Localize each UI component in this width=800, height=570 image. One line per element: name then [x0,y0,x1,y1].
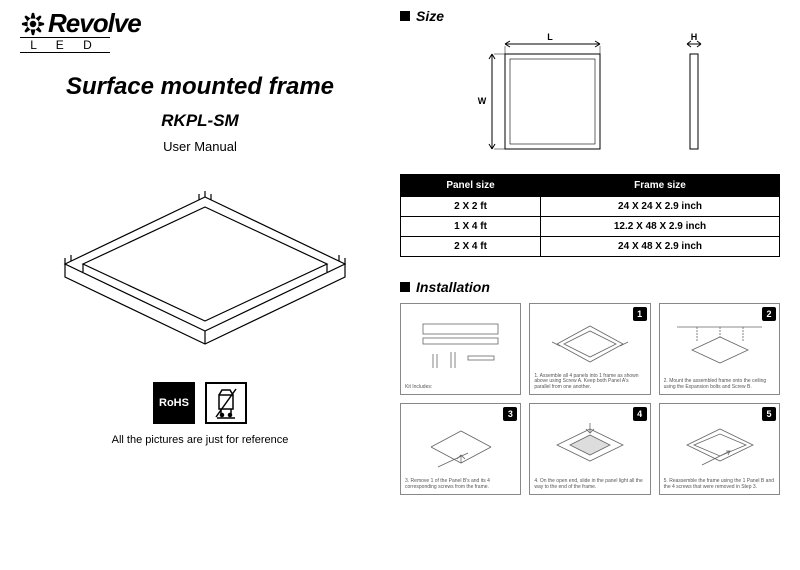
right-column: Size L W [400,0,800,570]
step-number: 4 [633,407,647,421]
logo-brand: Revolve [48,8,141,39]
size-label: Size [416,8,444,24]
step-number: 2 [762,307,776,321]
size-diagram: L W H [400,32,780,162]
step-figure [534,308,645,372]
installation-section-header: Installation [400,279,780,295]
step-caption: 5. Reassemble the frame using the 1 Pane… [664,479,775,490]
step-figure [534,408,645,477]
step-caption: 4. On the open end, slide in the panel l… [534,479,645,490]
table-row: 1 X 4 ft 12.2 X 48 X 2.9 inch [401,217,780,237]
installation-label: Installation [416,279,490,295]
step-caption: 3. Remove 1 of the Panel B's and its 4 c… [405,479,516,490]
table-row: 2 X 4 ft 24 X 48 X 2.9 inch [401,237,780,257]
rohs-badge: RoHS [153,382,195,424]
install-step: 4 4. On the open end, slide in the panel… [529,403,650,495]
disclaimer-note: All the pictures are just for reference [20,434,380,446]
logo-sub: L E D [20,37,110,53]
step-figure [405,408,516,477]
install-step: 2 2. Mount the assembled frame onto the … [659,303,780,395]
size-table: Panel size Frame size 2 X 2 ft 24 X 24 X… [400,174,780,257]
bullet-box-icon [400,11,410,21]
compliance-badges: RoHS [20,382,380,424]
dim-H: H [691,32,698,42]
install-step: 3 3. Remove 1 of the Panel B's and its 4… [400,403,521,495]
table-row: 2 X 2 ft 24 X 24 X 2.9 inch [401,197,780,217]
step-number: 1 [633,307,647,321]
isometric-drawing [20,169,380,364]
size-section-header: Size [400,8,780,24]
table-header-frame: Frame size [541,175,780,197]
logo-block: Revolve L E D [20,8,380,53]
manual-label: User Manual [20,139,380,154]
sun-icon [20,11,46,37]
weee-badge [205,382,247,424]
step-number: 3 [503,407,517,421]
installation-grid: Kit Includes: 1 1. Assemble all 4 panels… [400,303,780,495]
install-step: 1 1. Assemble all 4 panels into 1 frame … [529,303,650,395]
title-block: Surface mounted frame RKPL-SM User Manua… [20,73,380,169]
step-figure [664,408,775,477]
dim-W: W [478,96,487,106]
step-caption: 1. Assemble all 4 panels into 1 frame as… [534,374,645,391]
step-number: 5 [762,407,776,421]
step-figure [405,308,516,383]
dim-L: L [547,32,553,42]
install-step: Kit Includes: [400,303,521,395]
bullet-box-icon [400,282,410,292]
step-caption: 2. Mount the assembled frame onto the ce… [664,379,775,390]
table-header-panel: Panel size [401,175,541,197]
left-column: Revolve L E D Surface mounted frame RKPL… [0,0,400,570]
install-step: 5 5. Reassemble the frame using the 1 Pa… [659,403,780,495]
step-figure [664,308,775,377]
product-model: RKPL-SM [20,111,380,131]
step-caption: Kit Includes: [405,385,516,391]
page: Revolve L E D Surface mounted frame RKPL… [0,0,800,570]
product-title: Surface mounted frame [20,73,380,101]
